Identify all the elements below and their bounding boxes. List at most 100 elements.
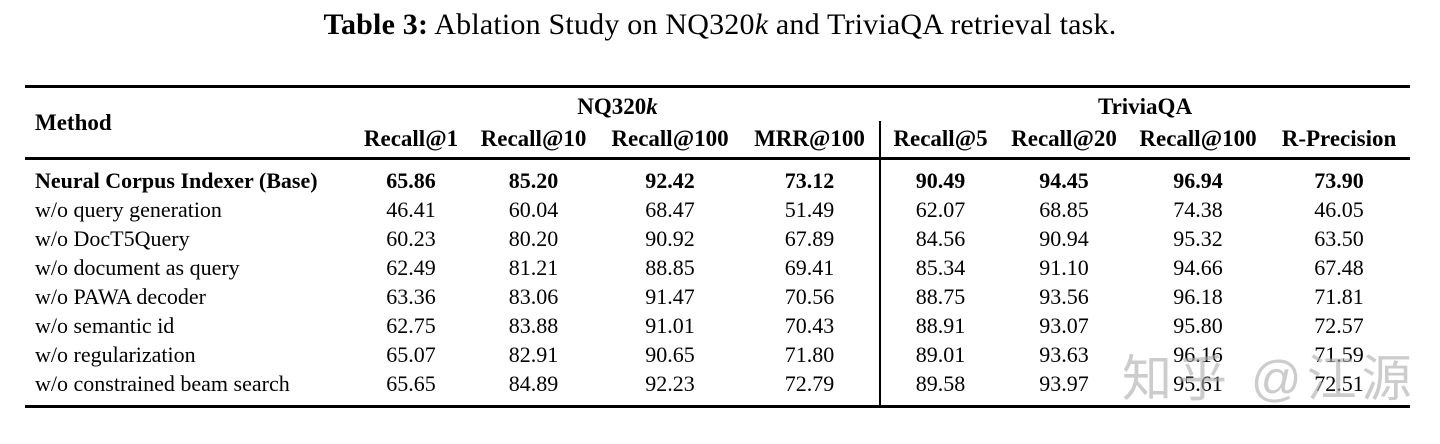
table-row: w/o constrained beam search 65.65 84.89 …	[25, 369, 1410, 407]
method-cell: w/o DocT5Query	[35, 225, 190, 251]
metric-cell: 62.49	[386, 254, 436, 280]
caption-text-before-k: Ablation Study on NQ320	[428, 8, 755, 41]
metric-cell: 80.20	[508, 225, 559, 251]
method-cell: w/o query generation	[35, 196, 222, 222]
metric-cell: 95.80	[1173, 312, 1223, 338]
metric-cell: 71.80	[784, 341, 835, 367]
column-header-recall100-nq: Recall@100	[611, 126, 729, 151]
metric-cell: 65.86	[386, 167, 436, 193]
metric-cell: 83.88	[508, 312, 559, 338]
metric-cell: 96.94	[1173, 167, 1223, 193]
metric-cell: 60.23	[386, 225, 436, 251]
metric-cell: 93.07	[1039, 312, 1089, 338]
group-header-row: Method NQ320k TriviaQA	[25, 87, 1410, 135]
metric-cell: 88.91	[879, 311, 1000, 340]
metric-cell: 89.58	[879, 369, 1000, 407]
table-header: Method NQ320k TriviaQA Recall@1 Recall@1…	[25, 87, 1410, 159]
metric-cell: 62.07	[879, 195, 1000, 224]
metric-cell: 94.45	[1039, 167, 1089, 193]
metric-cell: 92.42	[645, 167, 695, 193]
method-cell: w/o regularization	[35, 341, 196, 367]
metric-cell: 72.57	[1314, 312, 1364, 338]
metric-cell: 85.20	[508, 167, 559, 193]
metric-cell: 90.92	[645, 225, 695, 251]
metric-cell: 88.85	[645, 254, 695, 280]
column-header-mrr100: MRR@100	[754, 126, 865, 151]
metric-cell: 93.56	[1039, 283, 1089, 309]
group-header-triviaqa: TriviaQA	[1097, 94, 1193, 119]
metric-header-row: Recall@1 Recall@10 Recall@100 MRR@100 Re…	[25, 121, 1410, 159]
metric-cell: 94.66	[1173, 254, 1223, 280]
table-row: w/o PAWA decoder 63.36 83.06 91.47 70.56…	[25, 282, 1410, 311]
table-row: w/o regularization 65.07 82.91 90.65 71.…	[25, 340, 1410, 369]
metric-cell: 51.49	[784, 196, 835, 222]
metric-cell: 72.51	[1314, 370, 1364, 396]
metric-cell: 46.41	[386, 196, 436, 222]
metric-cell: 91.10	[1039, 254, 1089, 280]
metric-cell: 84.89	[508, 370, 559, 396]
method-cell: w/o document as query	[35, 254, 240, 280]
metric-cell: 63.36	[386, 283, 436, 309]
metric-cell: 95.32	[1173, 225, 1223, 251]
ablation-table: Method NQ320k TriviaQA Recall@1 Recall@1…	[25, 85, 1410, 408]
table-caption: Table 3: Ablation Study on NQ320k and Tr…	[0, 8, 1440, 42]
metric-cell: 71.59	[1314, 341, 1364, 367]
table-row: w/o DocT5Query 60.23 80.20 90.92 67.89 8…	[25, 224, 1410, 253]
metric-cell: 89.01	[879, 340, 1000, 369]
metric-cell: 96.18	[1173, 283, 1223, 309]
metric-cell: 83.06	[508, 283, 559, 309]
caption-text-after-k: and TriviaQA retrieval task.	[768, 8, 1117, 41]
metric-cell: 81.21	[508, 254, 559, 280]
metric-cell: 70.56	[784, 283, 835, 309]
table-row: w/o query generation 46.41 60.04 68.47 5…	[25, 195, 1410, 224]
metric-cell: 73.90	[1314, 167, 1364, 193]
metric-cell: 92.23	[645, 370, 695, 396]
column-header-recall1: Recall@1	[363, 126, 459, 151]
caption-italic-k: k	[754, 8, 769, 41]
column-header-rprecision: R-Precision	[1281, 126, 1397, 151]
metric-cell: 65.65	[386, 370, 436, 396]
metric-cell: 84.56	[879, 224, 1000, 253]
metric-cell: 67.89	[784, 225, 835, 251]
metric-cell: 91.01	[645, 312, 695, 338]
metric-cell: 46.05	[1314, 196, 1364, 222]
metric-cell: 69.41	[784, 254, 835, 280]
table-row: w/o document as query 62.49 81.21 88.85 …	[25, 253, 1410, 282]
group-header-nq320k: NQ320k	[355, 87, 880, 122]
metric-cell: 71.81	[1314, 283, 1364, 309]
column-header-method: Method	[35, 109, 112, 135]
table-row: w/o semantic id 62.75 83.88 91.01 70.43 …	[25, 311, 1410, 340]
metric-cell: 93.97	[1039, 370, 1089, 396]
metric-cell: 68.85	[1039, 196, 1089, 222]
group1-prefix: NQ320	[577, 94, 647, 119]
metric-cell: 88.75	[879, 282, 1000, 311]
method-cell: w/o semantic id	[35, 312, 175, 338]
method-cell: Neural Corpus Indexer (Base)	[35, 167, 318, 193]
metric-cell: 68.47	[645, 196, 695, 222]
metric-cell: 60.04	[508, 196, 559, 222]
metric-cell: 85.34	[879, 253, 1000, 282]
metric-cell: 90.49	[879, 158, 1000, 195]
metric-cell: 82.91	[508, 341, 559, 367]
group1-italic-k: k	[646, 94, 658, 119]
metric-cell: 72.79	[784, 370, 835, 396]
caption-label: Table 3:	[323, 8, 429, 41]
table-row: Neural Corpus Indexer (Base) 65.86 85.20…	[25, 158, 1410, 195]
method-cell: w/o constrained beam search	[35, 370, 290, 396]
metric-cell: 93.63	[1039, 341, 1089, 367]
metric-cell: 65.07	[386, 341, 436, 367]
metric-cell: 91.47	[645, 283, 695, 309]
metric-cell: 95.61	[1173, 370, 1223, 396]
method-cell: w/o PAWA decoder	[35, 283, 206, 309]
metric-cell: 63.50	[1314, 225, 1364, 251]
column-header-recall100-tqa: Recall@100	[1139, 126, 1257, 151]
column-header-recall5: Recall@5	[879, 121, 1000, 159]
metric-cell: 90.65	[645, 341, 695, 367]
metric-cell: 62.75	[386, 312, 436, 338]
metric-cell: 73.12	[784, 167, 835, 193]
metric-cell: 67.48	[1314, 254, 1364, 280]
column-header-recall20: Recall@20	[1011, 126, 1117, 151]
metric-cell: 74.38	[1173, 196, 1223, 222]
column-header-recall10: Recall@10	[480, 126, 587, 151]
